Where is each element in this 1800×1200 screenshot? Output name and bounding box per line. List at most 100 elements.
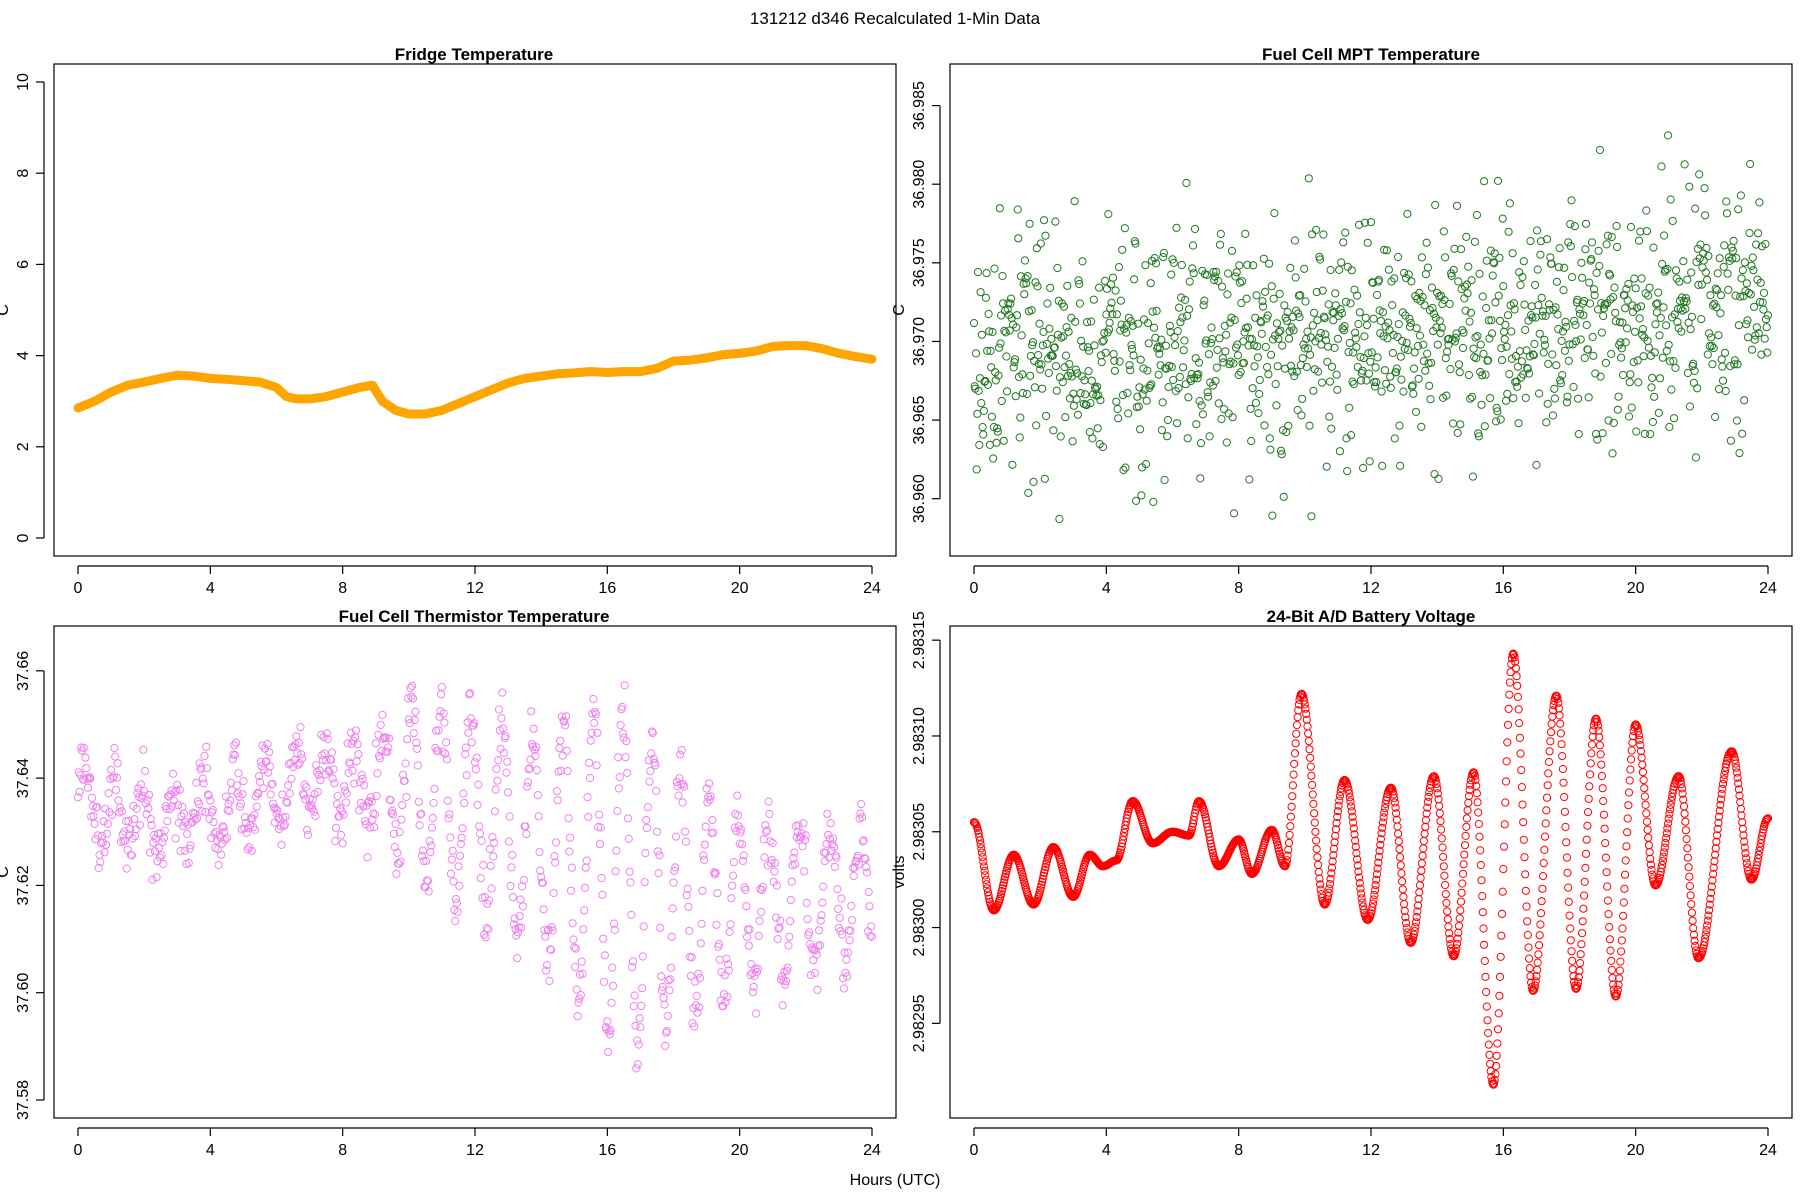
data-point-thermistor	[829, 834, 838, 843]
data-point-mpt	[1540, 335, 1549, 344]
data-point-mpt	[1179, 363, 1188, 372]
data-point-thermistor	[743, 932, 752, 942]
data-point-mpt	[1362, 376, 1371, 385]
data-point-thermistor	[285, 789, 294, 798]
data-point-thermistor	[440, 718, 449, 727]
data-point-mpt	[1047, 334, 1056, 343]
data-point-battery	[1303, 722, 1312, 731]
data-point-thermistor	[256, 757, 265, 767]
data-point-thermistor	[690, 1022, 699, 1031]
data-point-mpt	[1319, 230, 1328, 239]
data-point-mpt	[1635, 314, 1644, 323]
data-point-thermistor	[190, 809, 199, 818]
data-point-mpt	[1336, 305, 1345, 314]
data-point-battery	[1545, 747, 1554, 756]
data-point-mpt	[1550, 384, 1559, 393]
data-point-thermistor	[75, 787, 84, 796]
data-point-battery	[1333, 812, 1342, 822]
data-point-thermistor	[685, 926, 694, 936]
data-point-mpt	[1639, 352, 1648, 361]
data-point-mpt	[1317, 378, 1327, 387]
data-point-mpt	[1337, 309, 1347, 318]
plot-frame-fridge	[53, 63, 897, 557]
data-point-thermistor	[599, 977, 609, 987]
data-point-thermistor	[825, 835, 834, 844]
data-point-mpt	[989, 454, 998, 463]
data-point-battery	[1331, 825, 1341, 834]
data-point-mpt	[1656, 374, 1665, 383]
data-point-battery	[1711, 850, 1720, 859]
data-point-battery	[1504, 704, 1513, 714]
data-point-mpt	[1388, 301, 1397, 310]
y-tick-label-battery: 2.98305	[911, 803, 928, 861]
data-point-mpt	[1383, 334, 1392, 343]
data-point-thermistor	[389, 829, 398, 838]
data-point-battery	[1687, 900, 1696, 909]
data-point-battery	[1644, 833, 1653, 842]
data-point-mpt	[1482, 303, 1491, 313]
data-point-battery	[1714, 812, 1724, 821]
data-point-mpt	[1393, 332, 1402, 341]
data-point-mpt	[1290, 371, 1299, 381]
data-point-battery	[1351, 836, 1360, 845]
data-point-mpt	[1187, 369, 1196, 379]
plot-frame-thermistor	[53, 625, 897, 1119]
data-point-mpt	[1421, 270, 1431, 279]
data-point-battery	[1499, 842, 1509, 851]
data-point-battery	[1703, 921, 1712, 930]
data-point-mpt	[1634, 378, 1643, 387]
data-point-thermistor	[766, 837, 775, 846]
data-point-thermistor	[618, 729, 628, 738]
data-point-mpt	[1366, 357, 1375, 366]
data-point-thermistor	[518, 902, 528, 911]
data-point-mpt	[1349, 379, 1358, 389]
data-point-mpt	[1560, 263, 1569, 272]
data-point-battery	[1722, 760, 1731, 769]
data-point-battery	[1515, 719, 1524, 728]
data-point-mpt	[1183, 434, 1192, 443]
data-point-battery	[1359, 905, 1368, 915]
data-point-mpt	[1085, 346, 1094, 355]
data-point-battery	[1535, 941, 1544, 950]
data-point-mpt	[1248, 384, 1257, 393]
data-point-mpt	[1409, 364, 1419, 373]
data-point-thermistor	[647, 749, 656, 758]
data-point-battery	[1568, 965, 1577, 974]
data-point-mpt	[1157, 335, 1166, 344]
data-point-thermistor	[242, 828, 251, 838]
data-point-battery	[1523, 917, 1532, 926]
data-point-thermistor	[494, 705, 504, 714]
data-point-battery	[1526, 972, 1535, 981]
data-point-mpt	[1428, 303, 1437, 313]
data-point-mpt	[1104, 210, 1113, 219]
data-point-battery	[1735, 791, 1744, 800]
data-point-mpt	[1006, 299, 1015, 308]
data-point-mpt	[1277, 450, 1286, 459]
data-point-mpt	[1227, 246, 1237, 255]
data-point-mpt	[1720, 241, 1729, 250]
data-point-battery	[1615, 974, 1624, 983]
data-point-mpt	[1711, 412, 1720, 422]
data-point-battery	[1291, 739, 1300, 748]
data-point-battery	[1345, 789, 1354, 798]
data-point-battery	[1688, 916, 1697, 925]
data-point-thermistor	[746, 971, 755, 980]
data-point-battery	[1603, 896, 1613, 905]
data-point-battery	[1478, 908, 1487, 917]
data-point-mpt	[1420, 301, 1429, 310]
data-point-mpt	[1417, 253, 1427, 262]
data-point-mpt	[1580, 353, 1589, 363]
y-tick-label-fridge: 8	[15, 169, 32, 178]
data-point-mpt	[1548, 350, 1557, 359]
data-point-mpt	[1455, 368, 1464, 377]
data-point-mpt	[1417, 422, 1426, 431]
data-point-thermistor	[298, 789, 308, 798]
data-point-battery	[1423, 803, 1432, 812]
data-point-thermistor	[532, 766, 542, 775]
data-point-thermistor	[214, 860, 223, 870]
data-point-mpt	[1177, 293, 1186, 302]
data-point-mpt	[1519, 370, 1528, 379]
data-point-mpt	[1291, 273, 1300, 282]
data-point-thermistor	[587, 728, 596, 737]
data-point-battery	[1662, 829, 1671, 838]
